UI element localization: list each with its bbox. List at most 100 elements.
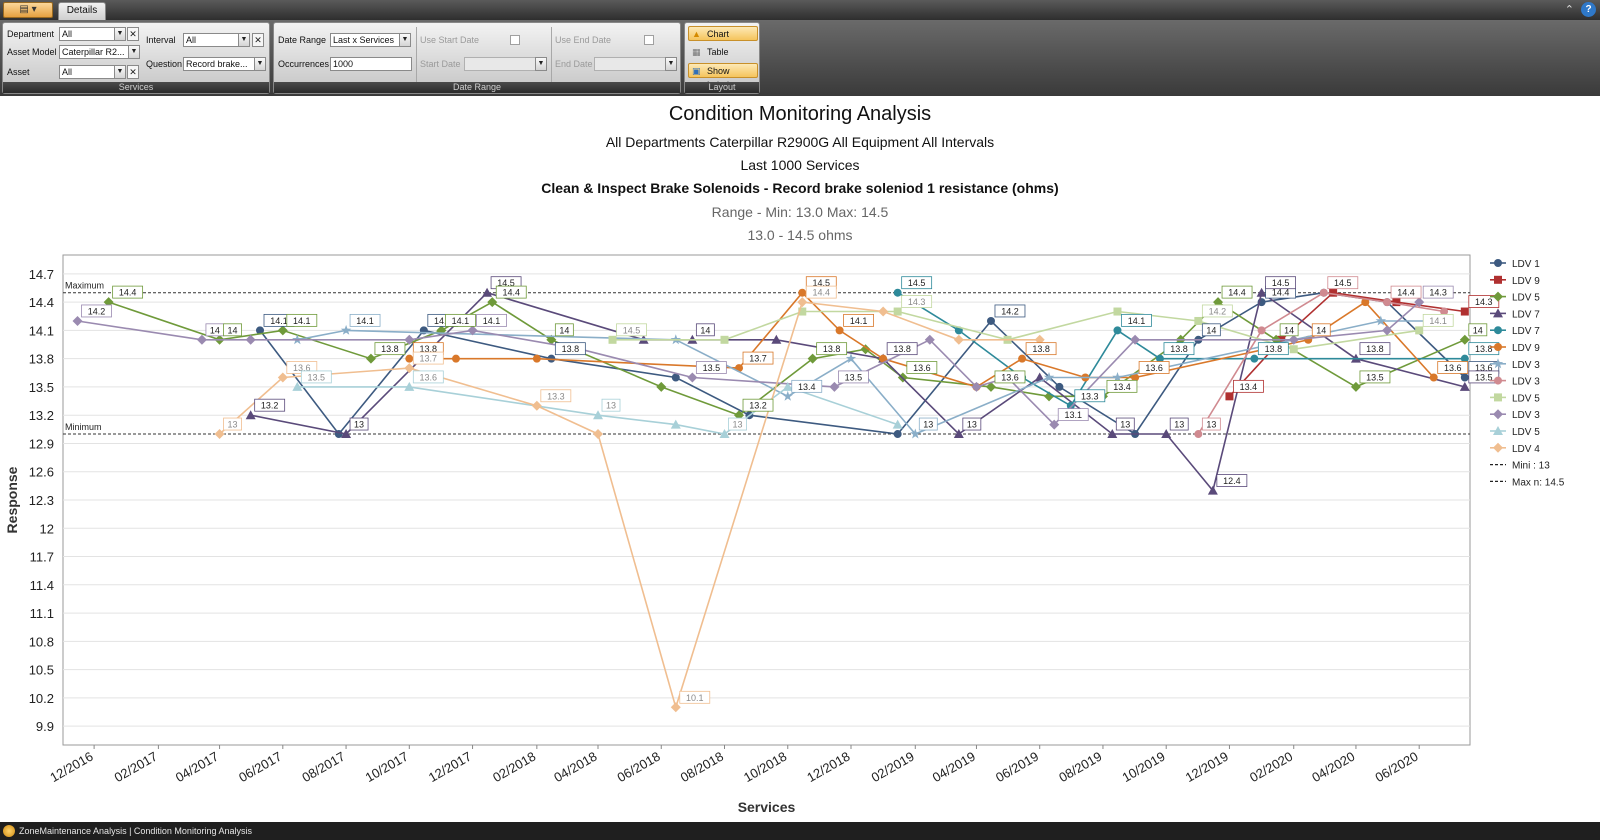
data-label: 14: [1284, 325, 1294, 335]
data-label-box: [1121, 313, 1152, 327]
y-tick-label: 11.1: [30, 606, 54, 621]
data-label-box: [412, 370, 444, 384]
data-label: 14.1: [1429, 316, 1447, 326]
data-label: 13: [923, 420, 933, 430]
data-point: [829, 381, 840, 392]
chart-subtitle: All Departments Caterpillar R2900G All E…: [605, 134, 995, 150]
data-label-box: [1106, 379, 1138, 393]
data-point: [656, 381, 667, 392]
data-label: 14.1: [452, 316, 470, 326]
data-point: [404, 363, 415, 374]
y-tick-label: 14.7: [29, 267, 54, 282]
services-group: Department All ▼ ✕ Asset Model Caterpill…: [2, 22, 270, 94]
x-tick-label: 10/2018: [741, 749, 789, 785]
department-dropdown-icon[interactable]: ▼: [114, 27, 126, 41]
question-label: Question: [146, 59, 183, 69]
x-tick-label: 02/2020: [1247, 749, 1295, 785]
ribbon: Department All ▼ ✕ Asset Model Caterpill…: [0, 20, 1600, 96]
table-button[interactable]: ▦ Table: [688, 44, 758, 59]
start-date-dropdown-icon[interactable]: ▼: [535, 57, 547, 71]
date-range-caption: Date Range: [274, 82, 680, 93]
x-tick-label: 06/2019: [993, 749, 1041, 785]
data-point: [878, 306, 889, 317]
asset-clear-icon[interactable]: ✕: [127, 65, 139, 79]
data-label: 14.3: [908, 297, 926, 307]
app-status-icon: [3, 825, 15, 837]
legend-marker: [1493, 409, 1503, 420]
question-dropdown-icon[interactable]: ▼: [254, 57, 266, 71]
reference-line-label: Minimum: [65, 422, 102, 432]
data-label: 13.8: [1265, 344, 1283, 354]
use-start-date-checkbox[interactable]: [510, 35, 520, 45]
data-label-box: [349, 313, 381, 327]
asset-model-dropdown-icon[interactable]: ▼: [128, 45, 140, 59]
occurrences-input[interactable]: 1000: [330, 57, 412, 71]
data-point: [1113, 326, 1122, 335]
data-point: [1256, 287, 1267, 297]
data-point: [532, 354, 541, 363]
end-date-dropdown-icon[interactable]: ▼: [665, 57, 677, 71]
data-point: [245, 334, 256, 345]
data-label-box: [1468, 323, 1488, 337]
data-label-box: [1201, 323, 1221, 337]
data-point: [404, 334, 415, 345]
data-label-box: [1233, 379, 1264, 393]
interval-clear-icon[interactable]: ✕: [252, 33, 264, 47]
interval-dropdown-icon[interactable]: ▼: [238, 33, 250, 47]
chart-units: 13.0 - 14.5 ohms: [747, 227, 853, 243]
data-point: [1350, 381, 1361, 392]
legend-marker: [1493, 291, 1503, 302]
data-point: [1361, 298, 1370, 307]
tab-details[interactable]: Details: [58, 2, 106, 20]
data-point: [719, 429, 730, 439]
data-point: [1429, 373, 1438, 382]
x-tick-label: 06/2017: [236, 749, 284, 785]
legend-label: LDV 7: [1512, 326, 1540, 337]
table-icon: ▦: [692, 47, 701, 57]
collapse-ribbon-icon[interactable]: ⌃: [1564, 4, 1574, 16]
data-label: 10.1: [686, 693, 704, 703]
data-point: [893, 307, 902, 316]
date-range-group: Date Range Last x Services ▼ Occurrences…: [273, 22, 681, 94]
data-point: [1460, 307, 1469, 316]
divider: [551, 27, 552, 83]
services-caption: Services: [3, 82, 269, 93]
data-label: 14: [559, 325, 569, 335]
data-label-box: [1257, 342, 1289, 356]
date-range-dropdown-icon[interactable]: ▼: [399, 33, 411, 47]
data-point: [340, 324, 352, 335]
data-point: [1161, 429, 1172, 439]
start-date-label: Start Date: [420, 59, 461, 69]
legend-label: LDV 1: [1512, 259, 1540, 270]
y-tick-label: 11.4: [30, 578, 54, 593]
legend-label: LDV 9: [1512, 276, 1540, 287]
data-label-box: [223, 417, 242, 431]
legend-label: LDV 3: [1512, 410, 1540, 421]
data-point: [1375, 315, 1387, 326]
data-label-box: [1359, 370, 1391, 384]
y-tick-label: 10.8: [29, 634, 54, 649]
data-label-box: [695, 323, 715, 337]
y-tick-label: 12.9: [29, 436, 54, 451]
data-point: [608, 335, 617, 344]
use-end-date-checkbox[interactable]: [644, 35, 654, 45]
data-label-box: [554, 342, 586, 356]
data-label: 13.7: [749, 354, 767, 364]
app-menu-button[interactable]: ▤ ▾: [3, 2, 53, 18]
department-clear-icon[interactable]: ✕: [127, 27, 139, 41]
legend-marker: [1494, 393, 1502, 402]
data-label: 14: [210, 325, 220, 335]
data-label: 13: [1174, 420, 1184, 430]
data-point: [1107, 429, 1118, 439]
chart-button[interactable]: ▲ Chart: [688, 26, 758, 41]
asset-dropdown-icon[interactable]: ▼: [114, 65, 126, 79]
data-point: [771, 334, 782, 344]
x-tick-label: 08/2017: [299, 749, 347, 785]
data-label: 13: [732, 420, 742, 430]
data-label: 13: [228, 420, 238, 430]
legend-label: LDV 5: [1512, 393, 1540, 404]
help-icon[interactable]: ?: [1581, 2, 1596, 17]
data-label: 13.5: [1366, 372, 1384, 382]
data-label: 13.4: [1113, 382, 1131, 392]
data-label-box: [112, 285, 144, 299]
